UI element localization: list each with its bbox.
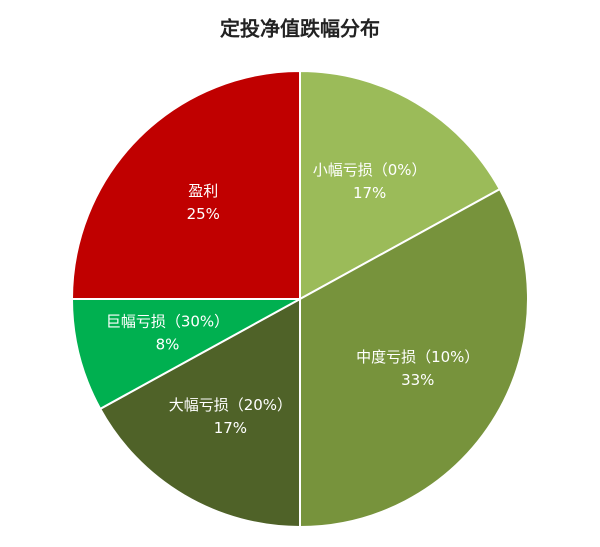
slice-value-label: 8% [156,336,180,354]
pie-slice [299,69,502,301]
slice-label: 大幅亏损（20%） [169,396,292,414]
slice-value-label: 33% [401,371,434,389]
slice-value-label: 25% [187,205,220,223]
slice-value-label: 17% [214,419,247,437]
slice-label: 巨幅亏损（30%） [106,313,229,331]
pie-slice [98,297,301,529]
chart-title: 定投净值跌幅分布 [220,17,380,41]
pie-slice [70,69,301,300]
pie-slice [299,187,529,529]
slice-label: 盈利 [188,182,218,200]
slice-label: 中度亏损（10%） [356,348,479,366]
slice-value-label: 17% [353,184,386,202]
slice-label: 小幅亏损（0%） [313,161,427,179]
pie-slice [70,298,301,411]
